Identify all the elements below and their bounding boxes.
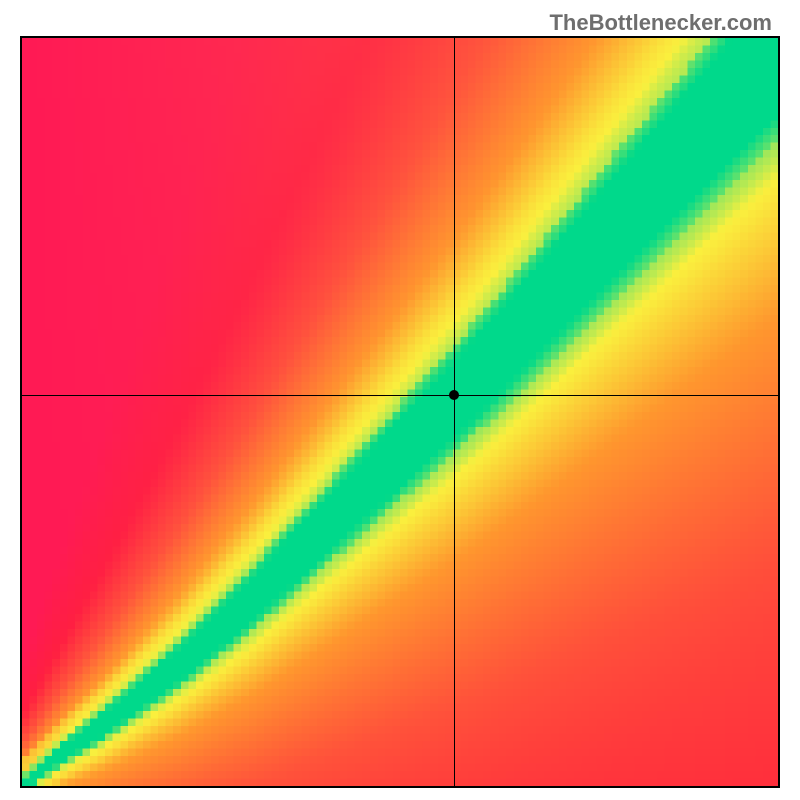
chart-frame-bottom	[20, 786, 780, 788]
bottleneck-heatmap	[22, 38, 778, 786]
crosshair-marker	[449, 390, 459, 400]
watermark: TheBottlenecker.com	[549, 10, 772, 36]
crosshair-horizontal	[22, 395, 778, 396]
chart-frame-right	[778, 36, 780, 788]
crosshair-vertical	[454, 38, 455, 786]
